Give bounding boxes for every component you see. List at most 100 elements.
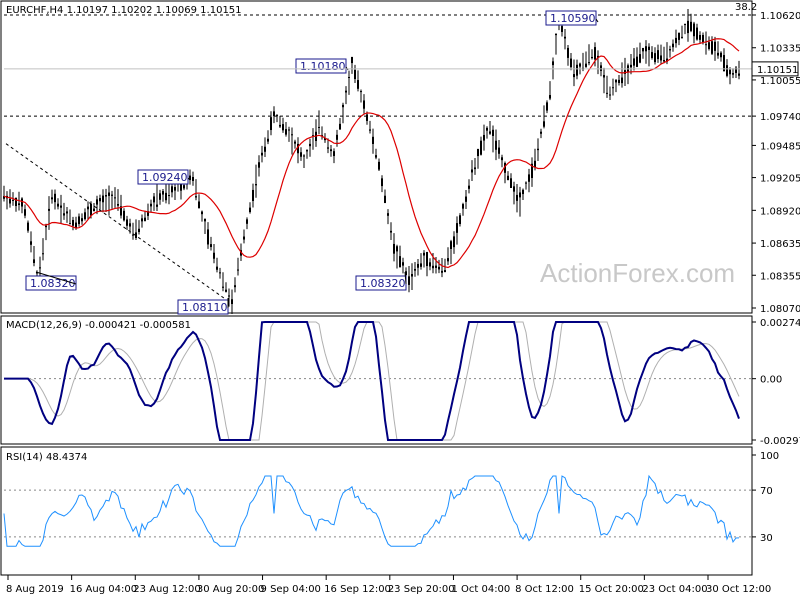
candle-body [225,289,227,292]
candle-body [432,265,434,269]
horizontal-levels-group [4,14,752,117]
rsi-tick-label: 70 [760,486,773,497]
candle-body [216,266,218,270]
candle-body [303,155,305,157]
y-tick-label: 1.09740 [760,112,800,123]
candle-body [222,286,224,288]
candle-body [237,269,239,271]
candle-body [687,20,689,34]
y-tick-label: 1.10620 [760,11,800,22]
candle-body [69,223,71,225]
macd-tick-label: 0.002747 [760,318,800,329]
candle-body [336,134,338,140]
candle-body [474,167,476,170]
candle-body [615,79,617,83]
candle-body [693,23,695,37]
candle-body [318,126,320,128]
candle-body [729,69,731,75]
y-tick-label: 1.08355 [760,271,800,282]
candle-body [471,169,473,173]
candle-body [402,262,404,266]
candle-body [546,102,548,111]
candle-body [672,43,674,48]
candle-body [495,140,497,150]
candle-body [9,198,11,204]
candle-body [90,203,92,216]
price-panel-frame [0,0,753,314]
candle-body [273,111,275,117]
candle-body [453,236,455,248]
candle-body [27,222,29,231]
candle-body [117,204,119,206]
candle-body [204,218,206,222]
candle-body [279,124,281,127]
candle-body [384,195,386,203]
candle-body [609,94,611,96]
candle-body [33,259,35,263]
candle-body [51,197,53,200]
candle-body [732,73,734,75]
candle-body [660,55,662,61]
x-tick-label: 16 Sep 12:00 [324,584,391,595]
x-tick-label: 30 Oct 12:00 [706,584,771,595]
rsi-panel-title: RSI(14) 48.4374 [6,452,87,463]
candle-body [102,195,104,203]
candle-body [552,61,554,66]
y-tick-label: 1.08070 [760,304,800,315]
candle-body [519,192,521,198]
candle-body [357,80,359,89]
candle-body [504,163,506,173]
candle-body [75,222,77,229]
y-tick-label: 1.10055 [760,76,800,87]
candle-body [36,272,38,274]
candle-body [72,219,74,226]
candle-body [285,129,287,135]
candle-body [57,203,59,207]
candle-body [414,268,416,271]
candle-body [396,246,398,252]
candle-body [612,87,614,89]
candle-body [600,65,602,71]
candle-body [18,203,20,206]
candle-body [174,187,176,191]
candle-body [510,178,512,188]
callout-label: 1.08110 [182,301,228,314]
candle-body [156,204,158,207]
candle-body [534,160,536,168]
candle-body [66,211,68,214]
candle-body [378,161,380,170]
y-tick-label: 1.08920 [760,206,800,217]
candle-body [636,56,638,67]
candle-body [507,175,509,181]
candle-body [699,35,701,40]
candle-body [171,186,173,193]
candle-body [579,63,581,67]
candle-body [720,52,722,58]
candle-body [30,241,32,245]
callout-pointer [187,177,191,181]
candle-body [531,163,533,178]
candle-body [447,258,449,262]
candle-body [213,252,215,259]
candle-body [111,194,113,196]
candle-body [603,75,605,78]
rsi-tick-label: 30 [760,533,773,544]
candle-body [642,47,644,52]
candle-body [159,193,161,200]
candle-body [339,123,341,130]
candle-body [297,143,299,154]
candle-body [93,208,95,212]
x-tick-label: 23 Aug 12:00 [133,584,200,595]
candle-body [606,92,608,94]
candle-body [84,212,86,220]
x-tick-label: 23 Sep 20:00 [388,584,455,595]
candle-body [597,55,599,58]
price-corner-label: 38.2 [735,2,757,13]
candle-body [183,185,185,189]
callout-pointer [35,271,77,285]
candle-body [492,129,494,136]
macd-panel-title: MACD(12,26,9) -0.000421 -0.000581 [6,320,191,331]
candle-body [252,189,254,201]
candle-body [129,223,131,227]
candle-body [423,252,425,256]
